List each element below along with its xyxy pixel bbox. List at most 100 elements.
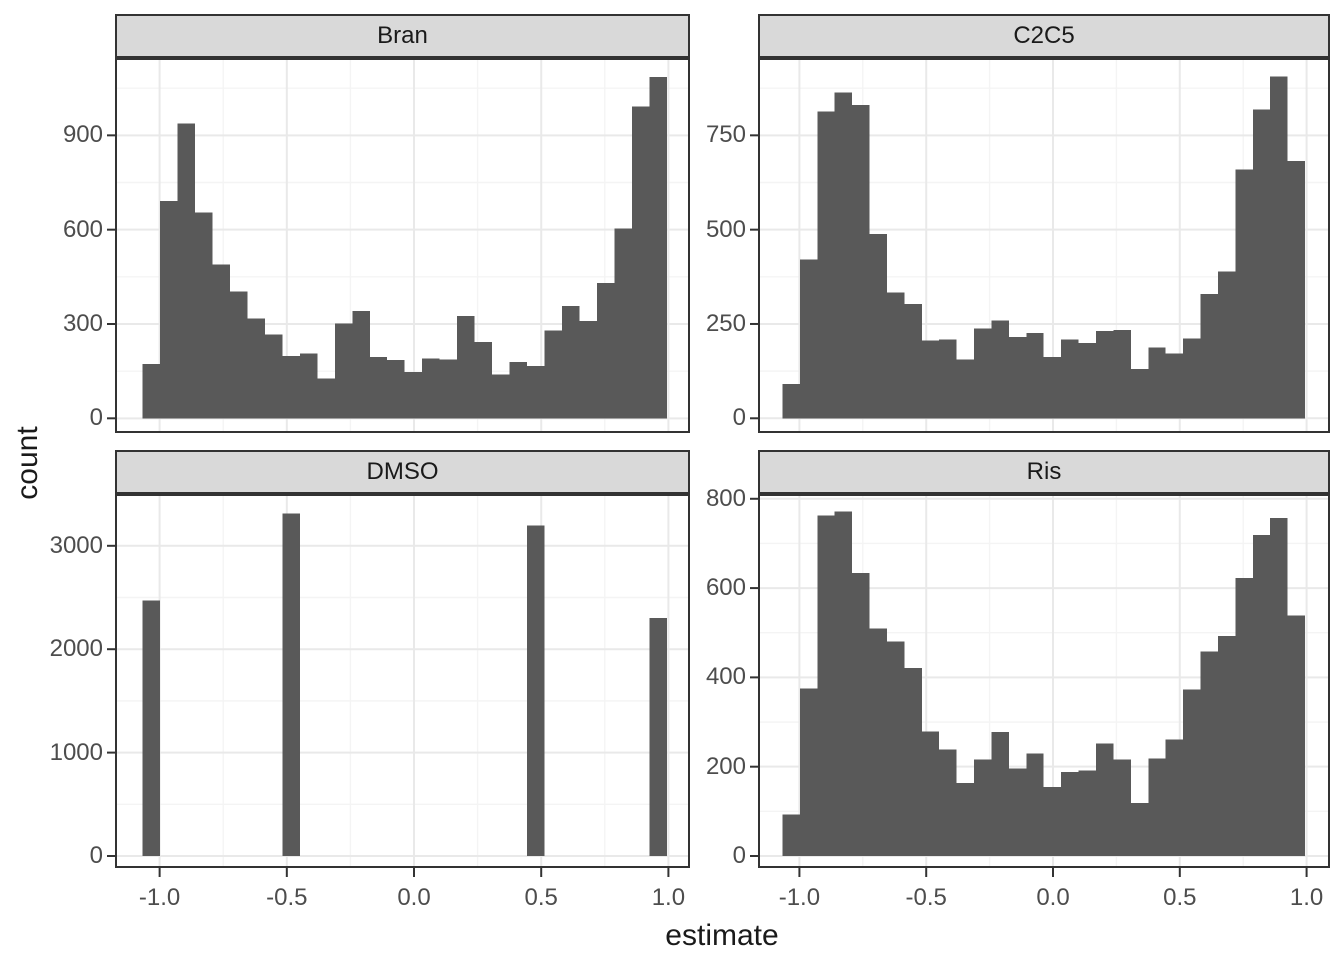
histogram-bar: [886, 292, 905, 419]
histogram-bar: [974, 759, 992, 856]
histogram-bar: [1113, 759, 1131, 856]
histogram-bar: [1148, 758, 1166, 856]
facet-title-dmso: DMSO: [366, 458, 439, 485]
histogram-bar: [614, 228, 632, 419]
x-tick-label: 1.0: [1289, 884, 1324, 911]
facet-panel-dmso: [107, 494, 690, 877]
facet-panel-bran: [107, 58, 690, 433]
histogram-bar: [817, 111, 835, 419]
histogram-bar: [904, 668, 922, 856]
facet-strip-bran: Bran: [115, 14, 690, 58]
histogram-bar: [527, 525, 545, 857]
histogram-bar: [852, 572, 870, 856]
histogram-bar: [799, 688, 818, 856]
histogram-bar: [1217, 635, 1236, 856]
facet-strip-c2c5: C2C5: [758, 14, 1330, 58]
histogram-bar: [1078, 343, 1097, 419]
y-tick-label: 1000: [49, 738, 103, 766]
x-tick-label: 0.5: [1163, 884, 1197, 911]
histogram-bar: [264, 334, 283, 419]
x-tick-label: 0.5: [524, 884, 558, 911]
y-tick-label: 200: [705, 752, 746, 780]
histogram-bar: [782, 814, 800, 856]
facet-panel-ris: [750, 494, 1330, 877]
histogram-bar: [1270, 517, 1288, 856]
y-tick-label: 400: [705, 663, 746, 691]
histogram-bar: [1113, 330, 1131, 419]
y-tick-label: 800: [705, 484, 746, 512]
y-axis-title: count: [11, 426, 44, 500]
x-axis-title: estimate: [665, 919, 779, 952]
y-tick-label: 0: [732, 404, 746, 432]
x-tick-label: -1.0: [138, 884, 181, 911]
histogram-bar: [317, 378, 335, 419]
facet-strip-ris: Ris: [758, 450, 1330, 494]
histogram-bar: [142, 364, 161, 419]
y-tick-label: 500: [705, 215, 746, 243]
histogram-bar: [799, 259, 818, 419]
histogram-bar: [1026, 333, 1044, 419]
histogram-bar: [834, 92, 853, 419]
histogram-bar: [439, 359, 458, 419]
y-tick-label: 300: [62, 309, 103, 337]
histogram-bar: [939, 339, 957, 419]
histogram-bar: [229, 291, 248, 419]
histogram-bar: [991, 731, 1009, 856]
facet-title-ris: Ris: [1026, 458, 1062, 485]
histogram-bar: [956, 359, 975, 419]
histogram-bar: [492, 374, 510, 419]
facet-title-c2c5: C2C5: [1013, 22, 1075, 49]
histogram-bar: [247, 318, 265, 419]
histogram-bar: [1287, 160, 1306, 419]
histogram-bar: [474, 341, 493, 419]
y-tick-label: 0: [89, 404, 103, 432]
histogram-bar: [369, 357, 388, 419]
x-tick-label: 1.0: [651, 884, 686, 911]
x-tick-label: -0.5: [266, 884, 308, 911]
x-tick-label: 0.0: [397, 884, 431, 911]
histogram-bar: [1235, 169, 1253, 419]
histogram-bar: [177, 123, 196, 419]
histogram-bar: [869, 628, 887, 856]
histogram-bar: [544, 330, 563, 419]
histogram-bar: [352, 311, 370, 419]
histogram-bar: [1200, 651, 1218, 856]
y-tick-label: 0: [732, 841, 746, 869]
histogram-bar: [1043, 787, 1062, 856]
y-tick-label: 2000: [49, 635, 103, 663]
histogram-bar: [422, 358, 440, 419]
histogram-bar: [282, 356, 300, 419]
histogram-bar: [1130, 369, 1149, 419]
histogram-bar: [834, 511, 853, 856]
y-tick-label: 600: [705, 574, 746, 602]
histogram-bar: [1148, 347, 1166, 419]
histogram-bar: [142, 600, 161, 857]
histogram-bar: [939, 749, 957, 856]
histogram-bar: [282, 513, 300, 857]
histogram-bar: [509, 362, 528, 419]
histogram-bar: [1096, 743, 1114, 856]
histogram-bar: [1096, 331, 1114, 419]
histogram-bar: [1183, 689, 1201, 856]
histogram-bar: [1252, 109, 1271, 419]
x-tick-label: -0.5: [905, 884, 947, 911]
histogram-bar: [527, 366, 545, 419]
histogram-bar: [991, 320, 1009, 419]
histogram-bar: [649, 76, 667, 419]
histogram-bar: [1183, 338, 1201, 419]
histogram-bar: [1008, 337, 1027, 419]
y-tick-label: 900: [62, 121, 103, 149]
y-tick-label: 0: [89, 842, 103, 869]
histogram-bar: [904, 303, 922, 419]
histogram-bar: [631, 106, 650, 419]
histogram-bar: [195, 212, 213, 419]
histogram-bar: [299, 353, 318, 419]
histogram-bar: [1235, 577, 1253, 856]
histogram-bar: [160, 201, 178, 419]
histogram-bar: [1165, 353, 1184, 419]
histogram-bar: [921, 731, 940, 856]
histogram-bar: [334, 323, 353, 419]
histogram-bar: [579, 320, 597, 419]
y-tick-label: 600: [62, 215, 103, 243]
